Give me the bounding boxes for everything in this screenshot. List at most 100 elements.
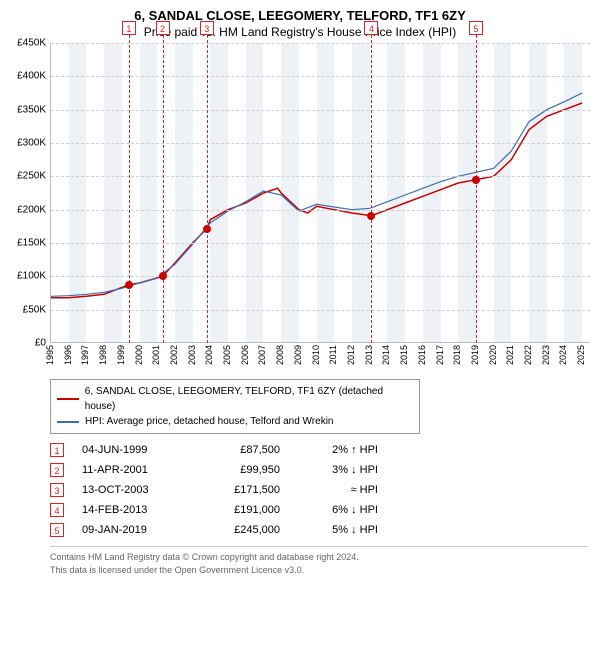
sale-price: £191,000: [200, 504, 280, 516]
footer-line-1: Contains HM Land Registry data © Crown c…: [50, 551, 588, 564]
chart-header: 6, SANDAL CLOSE, LEEGOMERY, TELFORD, TF1…: [0, 0, 600, 43]
y-axis: £0£50K£100K£150K£200K£250K£300K£350K£400…: [0, 43, 50, 343]
x-tick-label: 2004: [204, 345, 214, 365]
sale-marker-box: 5: [469, 21, 483, 35]
y-tick-label: £50K: [23, 304, 46, 315]
y-tick-label: £100K: [17, 271, 46, 282]
sale-marker-line: [129, 35, 130, 343]
y-tick-label: £450K: [17, 38, 46, 49]
sale-diff-hpi: 2% ↑ HPI: [298, 444, 378, 456]
legend: 6, SANDAL CLOSE, LEEGOMERY, TELFORD, TF1…: [50, 379, 420, 434]
x-tick-label: 2022: [523, 345, 533, 365]
x-axis: 1995199619971998199920002001200220032004…: [50, 345, 590, 375]
x-tick-label: 1996: [63, 345, 73, 365]
series-property: [51, 103, 582, 298]
sales-table-row: 211-APR-2001£99,9503% ↓ HPI: [50, 460, 588, 480]
x-tick-label: 2025: [576, 345, 586, 365]
sale-marker-box: 3: [200, 21, 214, 35]
x-tick-label: 2020: [488, 345, 498, 365]
gridline: [51, 143, 590, 144]
gridline: [51, 276, 590, 277]
y-tick-label: £150K: [17, 238, 46, 249]
chart-title: 6, SANDAL CLOSE, LEEGOMERY, TELFORD, TF1…: [0, 8, 600, 23]
x-tick-label: 2000: [134, 345, 144, 365]
series-hpi: [51, 93, 582, 296]
sale-diff-hpi: 5% ↓ HPI: [298, 524, 378, 536]
sale-date: 13-OCT-2003: [82, 484, 182, 496]
chart-subtitle: Price paid vs. HM Land Registry's House …: [0, 25, 600, 39]
footer-line-2: This data is licensed under the Open Gov…: [50, 564, 588, 577]
chart-area: £0£50K£100K£150K£200K£250K£300K£350K£400…: [0, 43, 600, 373]
legend-swatch: [57, 421, 79, 423]
footer-attribution: Contains HM Land Registry data © Crown c…: [50, 546, 588, 576]
sales-table-row: 313-OCT-2003£171,500≈ HPI: [50, 480, 588, 500]
y-tick-label: £350K: [17, 104, 46, 115]
y-tick-label: £300K: [17, 138, 46, 149]
legend-row: HPI: Average price, detached house, Telf…: [57, 414, 413, 429]
x-tick-label: 2014: [381, 345, 391, 365]
sale-price: £245,000: [200, 524, 280, 536]
x-tick-label: 2003: [187, 345, 197, 365]
gridline: [51, 110, 590, 111]
x-tick-label: 2002: [169, 345, 179, 365]
sale-marker-line: [207, 35, 208, 343]
plot-region: 12345: [50, 43, 590, 343]
sale-marker-box: 4: [364, 21, 378, 35]
x-tick-label: 1999: [116, 345, 126, 365]
sales-table: 1 04-JUN-1999 £87,500 2% ↑ HPI 211-APR-2001£…: [50, 440, 588, 540]
x-tick-label: 2008: [275, 345, 285, 365]
sale-index-box: 1: [50, 443, 64, 457]
gridline: [51, 43, 590, 44]
x-tick-label: 2011: [328, 345, 338, 364]
sales-table-row: 1 04-JUN-1999 £87,500 2% ↑ HPI: [50, 440, 588, 460]
sale-date: 09-JAN-2019: [82, 524, 182, 536]
sale-marker-dot: [203, 225, 211, 233]
x-tick-label: 2013: [364, 345, 374, 365]
x-tick-label: 2023: [541, 345, 551, 365]
sale-diff-hpi: 6% ↓ HPI: [298, 504, 378, 516]
legend-row: 6, SANDAL CLOSE, LEEGOMERY, TELFORD, TF1…: [57, 384, 413, 414]
x-tick-label: 2017: [435, 345, 445, 365]
y-tick-label: £250K: [17, 171, 46, 182]
y-tick-label: £200K: [17, 204, 46, 215]
sale-price: £87,500: [200, 444, 280, 456]
sale-marker-dot: [472, 176, 480, 184]
sale-marker-dot: [159, 272, 167, 280]
x-tick-label: 1995: [45, 345, 55, 365]
x-tick-label: 2016: [417, 345, 427, 365]
sales-table-row: 5 09-JAN-2019 £245,000 5% ↓ HPI: [50, 520, 588, 540]
gridline: [51, 310, 590, 311]
sale-date: 04-JUN-1999: [82, 444, 182, 456]
sale-marker-line: [371, 35, 372, 343]
sale-marker-line: [163, 35, 164, 343]
sale-marker-dot: [367, 212, 375, 220]
gridline: [51, 76, 590, 77]
sale-index-box: 4: [50, 503, 64, 517]
x-tick-label: 1998: [98, 345, 108, 365]
x-tick-label: 2009: [293, 345, 303, 365]
sale-index-box: 3: [50, 483, 64, 497]
line-series-svg: [51, 43, 591, 343]
x-tick-label: 2007: [257, 345, 267, 365]
x-tick-label: 2006: [240, 345, 250, 365]
x-tick-label: 2018: [452, 345, 462, 365]
legend-label: 6, SANDAL CLOSE, LEEGOMERY, TELFORD, TF1…: [85, 384, 413, 414]
y-tick-label: £400K: [17, 71, 46, 82]
gridline: [51, 210, 590, 211]
gridline: [51, 176, 590, 177]
x-tick-label: 2021: [505, 345, 515, 365]
sale-diff-hpi: ≈ HPI: [298, 484, 378, 496]
legend-swatch: [57, 398, 79, 400]
chart-container: 6, SANDAL CLOSE, LEEGOMERY, TELFORD, TF1…: [0, 0, 600, 576]
x-tick-label: 2012: [346, 345, 356, 365]
sale-marker-line: [476, 35, 477, 343]
sale-index-box: 5: [50, 523, 64, 537]
x-tick-label: 2024: [558, 345, 568, 365]
sale-diff-hpi: 3% ↓ HPI: [298, 464, 378, 476]
sale-marker-box: 1: [122, 21, 136, 35]
sales-table-row: 414-FEB-2013£191,0006% ↓ HPI: [50, 500, 588, 520]
x-tick-label: 1997: [80, 345, 90, 365]
x-tick-label: 2015: [399, 345, 409, 365]
sale-index-box: 2: [50, 463, 64, 477]
sale-marker-dot: [125, 281, 133, 289]
